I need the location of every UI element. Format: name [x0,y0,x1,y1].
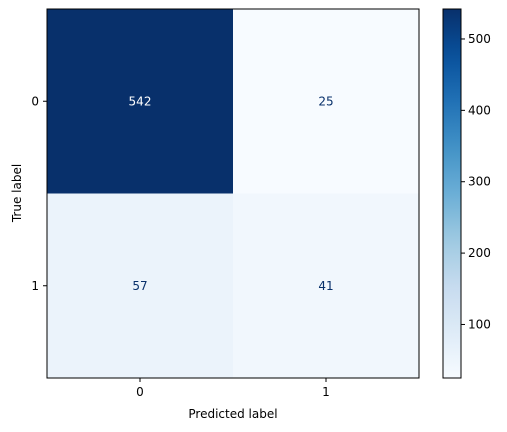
heatmap-cell [233,193,419,378]
y-tick-label: 1 [31,279,39,293]
axes-frame [46,8,420,379]
colorbar [442,8,462,379]
heatmap-cells [47,9,419,378]
colorbar-tick-label: 500 [468,32,491,46]
heatmap-cell [47,9,233,194]
colorbar-ticks: 100 200 300 400 500 [461,32,491,331]
heatmap-cell [233,9,419,194]
cell-value-label: 25 [318,94,333,108]
cell-value-labels: 542 25 57 41 [129,94,334,293]
x-axis-label: Predicted label [188,407,277,421]
cell-value-label: 41 [318,279,333,293]
colorbar-tick-label: 200 [468,246,491,260]
y-axis-ticks: 01 [31,94,47,293]
y-tick-label: 0 [31,94,39,108]
cell-value-label: 57 [132,279,147,293]
colorbar-tick-label: 400 [468,103,491,117]
colorbar-tick-label: 100 [468,317,491,331]
x-tick-label: 1 [322,385,330,399]
heatmap-cell [47,193,233,378]
colorbar-tick-label: 300 [468,175,491,189]
y-axis-label: True label [10,164,24,223]
cell-value-label: 542 [129,94,152,108]
x-tick-label: 0 [136,385,144,399]
